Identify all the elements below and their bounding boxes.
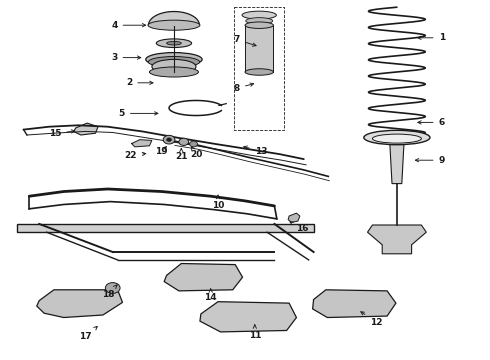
Polygon shape	[164, 264, 243, 291]
Polygon shape	[390, 139, 404, 184]
Text: 15: 15	[49, 129, 74, 138]
Text: 8: 8	[234, 83, 254, 93]
Ellipse shape	[245, 22, 273, 28]
Text: 6: 6	[418, 118, 445, 127]
Circle shape	[105, 283, 120, 293]
Ellipse shape	[245, 69, 273, 75]
Text: 2: 2	[126, 78, 153, 87]
Circle shape	[163, 135, 175, 144]
Text: 10: 10	[212, 195, 224, 210]
Ellipse shape	[146, 53, 202, 66]
Polygon shape	[74, 123, 98, 135]
Text: 1: 1	[418, 33, 445, 42]
Polygon shape	[288, 213, 300, 222]
Text: 7: 7	[234, 35, 256, 46]
Ellipse shape	[149, 67, 198, 77]
Text: 22: 22	[124, 151, 146, 160]
Ellipse shape	[152, 59, 196, 74]
Text: 3: 3	[111, 53, 141, 62]
Polygon shape	[200, 302, 296, 332]
Circle shape	[179, 138, 189, 145]
Polygon shape	[313, 290, 396, 318]
Text: 11: 11	[248, 325, 261, 340]
Ellipse shape	[372, 134, 421, 143]
Ellipse shape	[156, 39, 192, 48]
Polygon shape	[148, 12, 199, 25]
Circle shape	[167, 138, 172, 141]
Text: 14: 14	[204, 289, 217, 302]
Text: 18: 18	[101, 285, 117, 299]
Text: 17: 17	[79, 327, 97, 341]
Circle shape	[190, 141, 197, 147]
Ellipse shape	[167, 41, 181, 45]
Polygon shape	[37, 290, 122, 318]
Ellipse shape	[242, 11, 276, 19]
Ellipse shape	[246, 18, 273, 24]
Polygon shape	[245, 25, 273, 72]
Text: 16: 16	[290, 222, 309, 233]
Text: 5: 5	[119, 109, 158, 118]
Text: 12: 12	[361, 312, 383, 327]
Text: 20: 20	[190, 147, 202, 159]
Text: 19: 19	[155, 147, 168, 156]
Text: 13: 13	[244, 146, 268, 156]
Polygon shape	[17, 224, 314, 232]
Ellipse shape	[148, 20, 200, 30]
Polygon shape	[131, 140, 152, 147]
Polygon shape	[368, 225, 426, 254]
Text: 4: 4	[111, 21, 146, 30]
Text: 21: 21	[175, 149, 188, 161]
Text: 9: 9	[416, 156, 445, 165]
Ellipse shape	[148, 57, 200, 67]
Ellipse shape	[364, 130, 430, 145]
